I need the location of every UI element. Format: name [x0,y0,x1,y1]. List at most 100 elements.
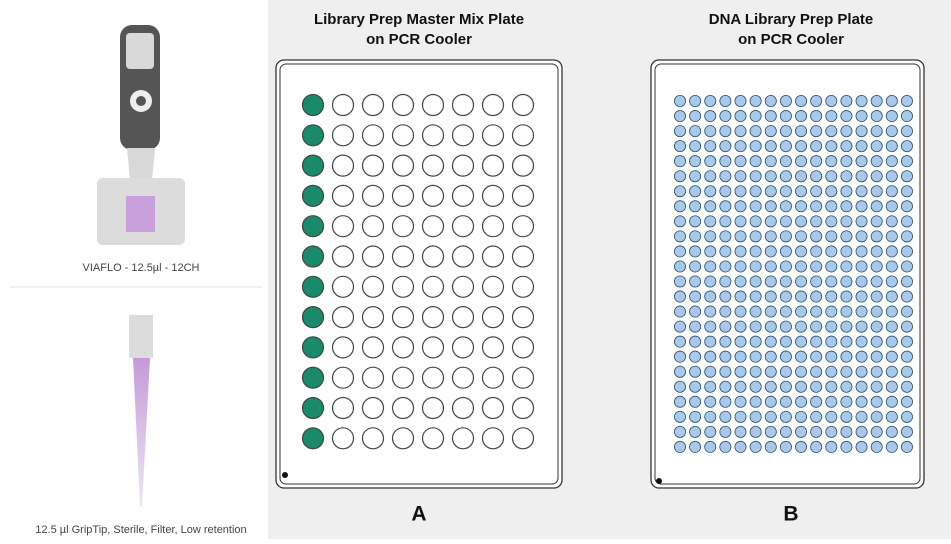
well [511,184,535,207]
well [674,185,687,198]
well [810,95,823,108]
well [361,366,385,389]
well [840,425,853,438]
well [795,425,808,438]
well [511,366,535,389]
well [749,305,762,318]
tip-icon [129,315,153,506]
well [734,410,747,423]
tip-label: 12.5 µl GripTip, Sterile, Filter, Low re… [35,524,246,536]
well [451,306,475,329]
well [855,395,868,408]
well [689,110,702,123]
well [331,306,355,329]
well [900,95,913,108]
well [795,110,808,123]
well [689,260,702,273]
well [421,396,445,420]
well [734,230,747,243]
plate-outer [650,59,925,489]
well [749,170,762,183]
well [301,184,325,207]
well [885,110,898,123]
well [900,170,913,183]
well [795,125,808,138]
well [840,440,853,453]
well [361,154,385,177]
well [734,125,747,138]
well [421,427,445,450]
well [855,185,868,198]
well [704,185,717,198]
well [764,380,777,393]
well [734,320,747,333]
well [825,410,838,423]
well [689,275,702,288]
well [734,350,747,363]
well [331,396,355,420]
well [481,306,505,329]
well [689,185,702,198]
well [779,95,792,108]
well [764,125,777,138]
well [900,200,913,213]
well [900,140,913,153]
plate-title: on PCR Cooler [738,31,844,48]
well [749,245,762,258]
pipette-icon [97,25,185,245]
well [870,305,883,318]
well [900,425,913,438]
well [900,155,913,168]
well [870,440,883,453]
well [825,260,838,273]
well [795,140,808,153]
well [810,125,823,138]
well [885,275,898,288]
well [870,140,883,153]
well [451,245,475,268]
well [900,350,913,363]
well [764,320,777,333]
well [795,230,808,243]
well [689,245,702,258]
well [779,185,792,198]
well [764,275,777,288]
well [719,335,732,348]
well [900,245,913,258]
plate-title: on PCR Cooler [366,31,472,48]
well [855,335,868,348]
well [734,290,747,303]
well [855,410,868,423]
well [481,396,505,420]
well [885,305,898,318]
plate-title: DNA Library Prep Plate [709,11,874,28]
well [511,396,535,420]
well [674,170,687,183]
well [481,366,505,389]
well [361,245,385,268]
well [855,215,868,228]
well [301,245,325,268]
well [900,110,913,123]
well [870,200,883,213]
well [734,275,747,288]
well [825,185,838,198]
well [734,140,747,153]
well [511,124,535,147]
well [779,170,792,183]
well [421,366,445,389]
well [810,110,823,123]
well [749,365,762,378]
well [900,125,913,138]
well [704,410,717,423]
well [511,427,535,450]
well [421,245,445,268]
well [810,215,823,228]
well [779,410,792,423]
well [885,95,898,108]
well [855,380,868,393]
well [361,396,385,420]
well [689,290,702,303]
well [885,125,898,138]
well [840,200,853,213]
